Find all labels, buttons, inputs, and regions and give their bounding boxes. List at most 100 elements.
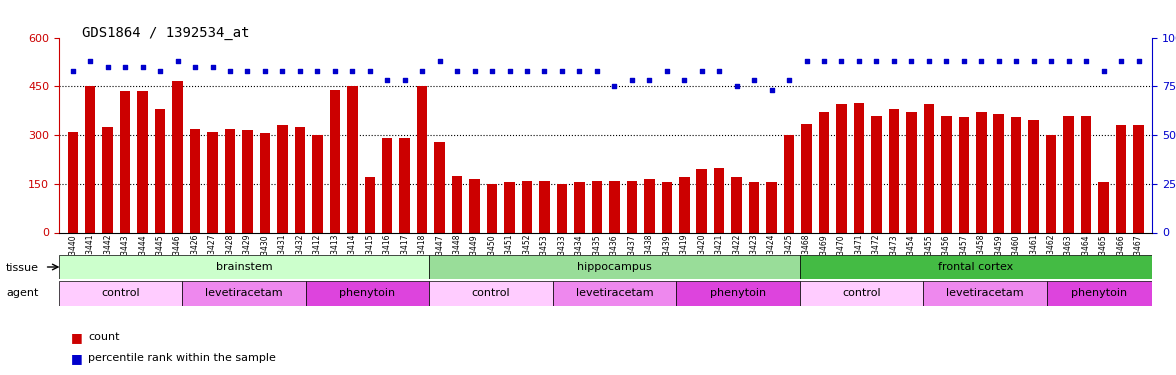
Point xyxy=(815,58,834,64)
Bar xyxy=(994,114,1004,232)
Point xyxy=(797,58,816,64)
Point xyxy=(955,58,974,64)
Point xyxy=(1042,58,1061,64)
Bar xyxy=(329,90,340,232)
FancyBboxPatch shape xyxy=(306,281,429,306)
Point xyxy=(273,68,292,74)
Bar xyxy=(155,109,166,232)
Bar xyxy=(749,182,760,232)
Point xyxy=(186,64,205,70)
Text: tissue: tissue xyxy=(6,263,39,273)
Point xyxy=(203,64,222,70)
Point xyxy=(1129,58,1148,64)
Bar xyxy=(767,182,777,232)
Text: levetiracetam: levetiracetam xyxy=(575,288,654,298)
Point xyxy=(1094,68,1112,74)
Bar xyxy=(242,130,253,232)
Bar xyxy=(976,112,987,232)
Bar xyxy=(731,177,742,232)
Point xyxy=(937,58,956,64)
Bar xyxy=(365,177,375,232)
Text: levetiracetam: levetiracetam xyxy=(946,288,1024,298)
Bar xyxy=(1011,117,1022,232)
Point xyxy=(1111,58,1130,64)
Bar xyxy=(679,177,689,232)
Text: phenytoin: phenytoin xyxy=(1071,288,1128,298)
Bar xyxy=(923,104,934,232)
Bar xyxy=(854,102,864,232)
Bar xyxy=(417,86,427,232)
Point xyxy=(553,68,572,74)
Point xyxy=(290,68,309,74)
Bar xyxy=(522,180,533,232)
Bar xyxy=(818,112,829,232)
Bar xyxy=(941,116,951,232)
Point xyxy=(780,77,799,83)
Bar xyxy=(67,132,78,232)
Point xyxy=(1060,58,1078,64)
Bar xyxy=(1081,116,1091,232)
FancyBboxPatch shape xyxy=(429,255,800,279)
FancyBboxPatch shape xyxy=(676,281,800,306)
Bar xyxy=(784,135,794,232)
Bar xyxy=(85,86,95,232)
Point xyxy=(115,64,134,70)
Point xyxy=(1077,58,1096,64)
Bar xyxy=(347,86,358,232)
Point xyxy=(326,68,345,74)
Point xyxy=(867,58,886,64)
Bar xyxy=(469,179,480,232)
Point xyxy=(482,68,501,74)
Point xyxy=(133,64,152,70)
Text: ■: ■ xyxy=(71,352,82,364)
Point xyxy=(377,77,396,83)
Bar xyxy=(120,91,131,232)
Text: agent: agent xyxy=(6,288,39,297)
Bar xyxy=(1029,120,1038,232)
Point xyxy=(221,68,240,74)
Point xyxy=(762,87,781,93)
Bar xyxy=(592,180,602,232)
Point xyxy=(413,68,432,74)
Point xyxy=(360,68,379,74)
Point xyxy=(517,68,536,74)
Bar xyxy=(452,176,462,232)
Point xyxy=(849,58,868,64)
Bar xyxy=(278,125,288,232)
Point xyxy=(535,68,554,74)
Point xyxy=(588,68,607,74)
Bar xyxy=(189,129,200,232)
Bar xyxy=(207,132,218,232)
Point xyxy=(255,68,274,74)
Point xyxy=(308,68,327,74)
Text: phenytoin: phenytoin xyxy=(710,288,766,298)
Bar xyxy=(382,138,393,232)
Text: percentile rank within the sample: percentile rank within the sample xyxy=(88,353,276,363)
FancyBboxPatch shape xyxy=(923,281,1047,306)
FancyBboxPatch shape xyxy=(429,281,553,306)
Bar xyxy=(295,127,305,232)
Text: levetiracetam: levetiracetam xyxy=(205,288,283,298)
Point xyxy=(151,68,169,74)
Bar xyxy=(434,141,445,232)
Point xyxy=(604,83,623,89)
Point xyxy=(693,68,711,74)
Text: control: control xyxy=(101,288,140,298)
Point xyxy=(448,68,467,74)
Point xyxy=(727,83,746,89)
Point xyxy=(657,68,676,74)
Text: control: control xyxy=(472,288,510,298)
FancyBboxPatch shape xyxy=(553,281,676,306)
Point xyxy=(902,58,921,64)
Bar xyxy=(505,182,515,232)
Text: GDS1864 / 1392534_at: GDS1864 / 1392534_at xyxy=(82,26,249,40)
Bar xyxy=(540,180,549,232)
Point xyxy=(99,64,118,70)
Bar xyxy=(801,124,811,232)
Bar xyxy=(627,180,637,232)
Point xyxy=(1024,58,1043,64)
FancyBboxPatch shape xyxy=(800,281,923,306)
FancyBboxPatch shape xyxy=(59,255,429,279)
Point xyxy=(430,58,449,64)
Point xyxy=(500,68,519,74)
